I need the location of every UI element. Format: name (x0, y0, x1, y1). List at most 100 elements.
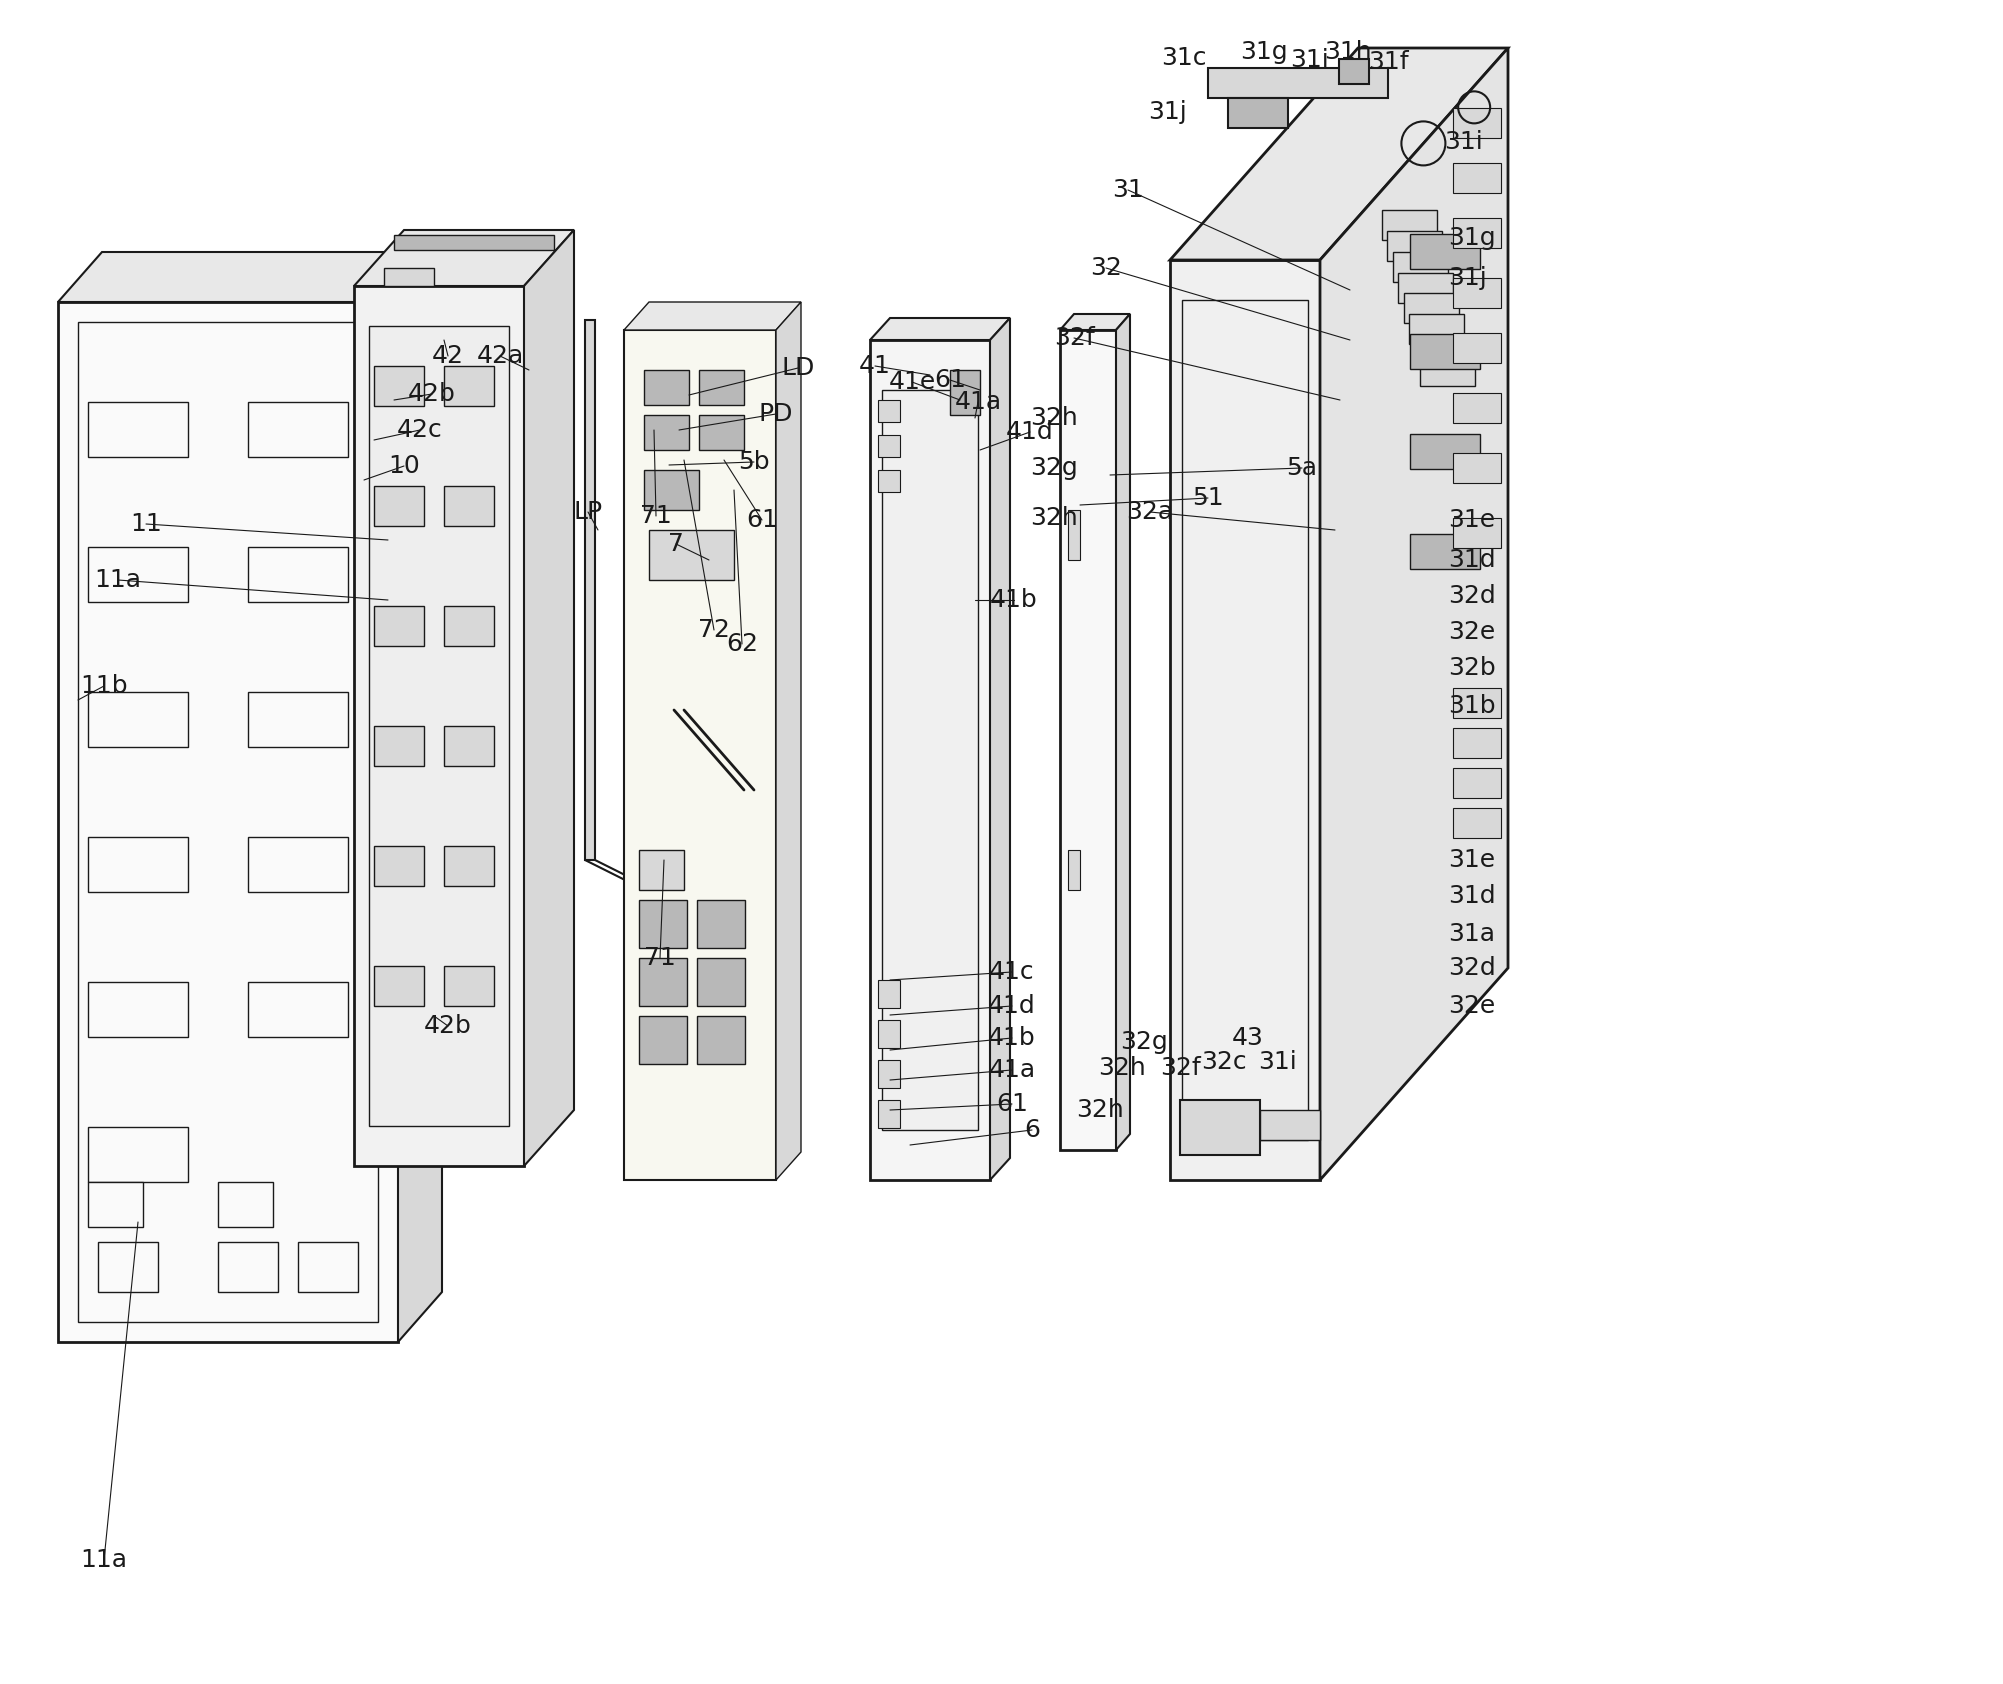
Polygon shape (949, 370, 979, 414)
Polygon shape (1452, 278, 1500, 308)
Polygon shape (355, 231, 575, 286)
Polygon shape (869, 340, 989, 1180)
Polygon shape (649, 530, 733, 579)
Text: 51: 51 (1192, 487, 1224, 510)
Polygon shape (58, 301, 399, 1342)
Polygon shape (88, 1182, 142, 1228)
Polygon shape (355, 286, 525, 1165)
Polygon shape (1452, 453, 1500, 483)
Polygon shape (1410, 333, 1480, 369)
Polygon shape (375, 845, 425, 886)
Text: 6: 6 (1024, 1118, 1040, 1142)
Polygon shape (699, 370, 743, 404)
Polygon shape (445, 845, 495, 886)
Polygon shape (639, 958, 687, 1005)
Polygon shape (1452, 217, 1500, 248)
Text: 41a: 41a (987, 1058, 1036, 1083)
Polygon shape (697, 1015, 745, 1064)
Text: 31: 31 (1112, 179, 1144, 202)
Polygon shape (877, 1021, 899, 1047)
Polygon shape (58, 253, 443, 301)
Text: 42c: 42c (397, 418, 443, 441)
Polygon shape (1170, 259, 1320, 1180)
Text: 11a: 11a (94, 568, 142, 593)
Text: 71: 71 (641, 504, 671, 529)
Polygon shape (98, 1243, 158, 1292)
Polygon shape (1420, 355, 1474, 386)
Text: 32b: 32b (1448, 657, 1496, 680)
Text: 32g: 32g (1030, 456, 1078, 480)
Text: 41d: 41d (1006, 419, 1054, 445)
Polygon shape (375, 606, 425, 647)
Polygon shape (639, 899, 687, 948)
Text: PD: PD (759, 402, 793, 426)
Polygon shape (1208, 67, 1388, 98)
Text: 32h: 32h (1030, 505, 1078, 530)
Polygon shape (395, 236, 555, 249)
Text: 32e: 32e (1448, 620, 1496, 643)
Text: 31g: 31g (1240, 40, 1288, 64)
Polygon shape (1386, 231, 1442, 261)
Polygon shape (88, 982, 188, 1037)
Polygon shape (625, 330, 775, 1180)
Polygon shape (88, 402, 188, 456)
Polygon shape (445, 967, 495, 1005)
Text: 31a: 31a (1448, 923, 1494, 946)
Text: 32f: 32f (1054, 327, 1094, 350)
Polygon shape (699, 414, 743, 450)
Polygon shape (1068, 510, 1080, 561)
Text: 31c: 31c (1162, 45, 1206, 71)
Polygon shape (369, 327, 509, 1127)
Text: 11a: 11a (80, 1548, 128, 1571)
Text: 32e: 32e (1448, 994, 1496, 1019)
Text: 32d: 32d (1448, 584, 1496, 608)
Text: 41: 41 (859, 354, 891, 377)
Polygon shape (1060, 313, 1130, 330)
Text: 32h: 32h (1076, 1098, 1124, 1122)
Polygon shape (1414, 335, 1470, 365)
Polygon shape (218, 1182, 272, 1228)
Text: 41e: 41e (889, 370, 935, 394)
Text: 62: 62 (725, 632, 757, 657)
Polygon shape (1410, 434, 1480, 470)
Text: 32d: 32d (1448, 957, 1496, 980)
Polygon shape (989, 318, 1010, 1180)
Polygon shape (1452, 768, 1500, 798)
Polygon shape (88, 547, 188, 601)
Polygon shape (375, 726, 425, 766)
Polygon shape (1452, 727, 1500, 758)
Polygon shape (1452, 519, 1500, 547)
Polygon shape (639, 1015, 687, 1064)
Polygon shape (1452, 333, 1500, 364)
Polygon shape (88, 837, 188, 893)
Polygon shape (645, 370, 689, 404)
Polygon shape (1410, 234, 1480, 269)
Polygon shape (88, 692, 188, 748)
Text: 32h: 32h (1030, 406, 1078, 429)
Polygon shape (248, 692, 349, 748)
Polygon shape (697, 899, 745, 948)
Text: 41b: 41b (987, 1026, 1036, 1051)
Polygon shape (375, 365, 425, 406)
Polygon shape (1452, 163, 1500, 194)
Polygon shape (877, 1059, 899, 1088)
Text: 32f: 32f (1160, 1056, 1200, 1079)
Polygon shape (877, 401, 899, 423)
Text: 42a: 42a (477, 344, 523, 369)
Text: 61: 61 (745, 509, 777, 532)
Polygon shape (585, 320, 595, 861)
Polygon shape (1180, 1100, 1260, 1155)
Polygon shape (1404, 293, 1458, 323)
Text: 32: 32 (1090, 256, 1122, 280)
Text: 31h: 31h (1324, 40, 1372, 64)
Polygon shape (877, 434, 899, 456)
Polygon shape (218, 1243, 278, 1292)
Text: 32a: 32a (1126, 500, 1174, 524)
Text: 7: 7 (669, 532, 683, 556)
Text: 42: 42 (433, 344, 465, 369)
Text: 11: 11 (130, 512, 162, 536)
Polygon shape (625, 301, 801, 330)
Polygon shape (1408, 313, 1464, 344)
Text: 61: 61 (995, 1091, 1028, 1116)
Polygon shape (1228, 98, 1288, 128)
